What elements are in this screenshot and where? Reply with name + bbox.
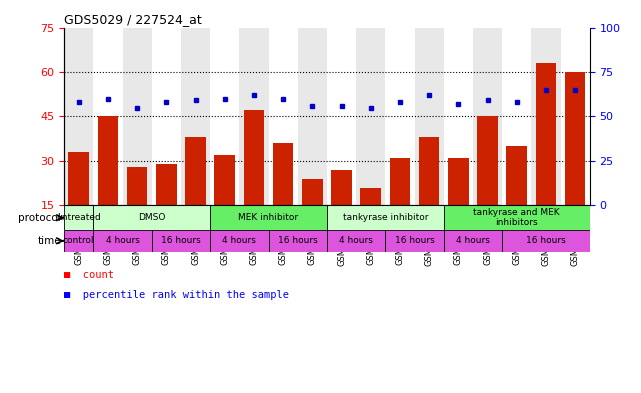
Bar [327, 28, 356, 205]
Bar [385, 230, 444, 252]
Bar [331, 170, 352, 205]
Bar [127, 167, 147, 205]
Bar [152, 28, 181, 205]
Text: 16 hours: 16 hours [161, 236, 201, 245]
Bar [297, 28, 327, 205]
Bar [506, 146, 527, 205]
Bar [560, 28, 590, 205]
Bar [419, 137, 439, 205]
Bar [210, 28, 239, 205]
Bar [181, 28, 210, 205]
Bar [327, 230, 385, 252]
Bar [185, 137, 206, 205]
Text: DMSO: DMSO [138, 213, 165, 222]
Bar [156, 164, 176, 205]
Bar [210, 230, 269, 252]
Text: tankyrase inhibitor: tankyrase inhibitor [342, 213, 428, 222]
Bar [94, 28, 122, 205]
Bar [448, 158, 469, 205]
Bar [94, 230, 152, 252]
Text: 4 hours: 4 hours [339, 236, 373, 245]
Bar [239, 28, 269, 205]
Bar [415, 28, 444, 205]
Bar [97, 116, 118, 205]
Bar [444, 28, 473, 205]
Bar [69, 152, 89, 205]
Text: control: control [63, 236, 94, 245]
Bar [215, 155, 235, 205]
Bar [244, 110, 264, 205]
Bar [64, 230, 94, 252]
Text: 4 hours: 4 hours [222, 236, 256, 245]
Bar [478, 116, 498, 205]
Bar [390, 158, 410, 205]
Text: GDS5029 / 227524_at: GDS5029 / 227524_at [64, 13, 202, 26]
Bar [531, 28, 560, 205]
Bar [302, 179, 322, 205]
Bar [64, 28, 94, 205]
Bar [565, 72, 585, 205]
Bar [473, 28, 502, 205]
Bar [444, 205, 590, 230]
Bar [502, 230, 590, 252]
Text: 16 hours: 16 hours [395, 236, 435, 245]
Bar [64, 205, 94, 230]
Bar [536, 63, 556, 205]
Text: protocol: protocol [19, 213, 61, 223]
Bar [152, 230, 210, 252]
Text: ■  percentile rank within the sample: ■ percentile rank within the sample [64, 290, 289, 300]
Text: 16 hours: 16 hours [278, 236, 317, 245]
Bar [269, 230, 327, 252]
Bar [327, 205, 444, 230]
Bar [122, 28, 152, 205]
Text: 16 hours: 16 hours [526, 236, 566, 245]
Bar [444, 230, 502, 252]
Text: time: time [38, 236, 61, 246]
Text: untreated: untreated [56, 213, 101, 222]
Bar [94, 205, 210, 230]
Bar [210, 205, 327, 230]
Bar [502, 28, 531, 205]
Text: 4 hours: 4 hours [106, 236, 140, 245]
Text: ■  count: ■ count [64, 270, 114, 280]
Text: tankyrase and MEK
inhibitors: tankyrase and MEK inhibitors [474, 208, 560, 228]
Bar [269, 28, 297, 205]
Bar [385, 28, 415, 205]
Bar [356, 28, 385, 205]
Bar [360, 187, 381, 205]
Bar [273, 143, 294, 205]
Text: 4 hours: 4 hours [456, 236, 490, 245]
Text: MEK inhibitor: MEK inhibitor [238, 213, 299, 222]
